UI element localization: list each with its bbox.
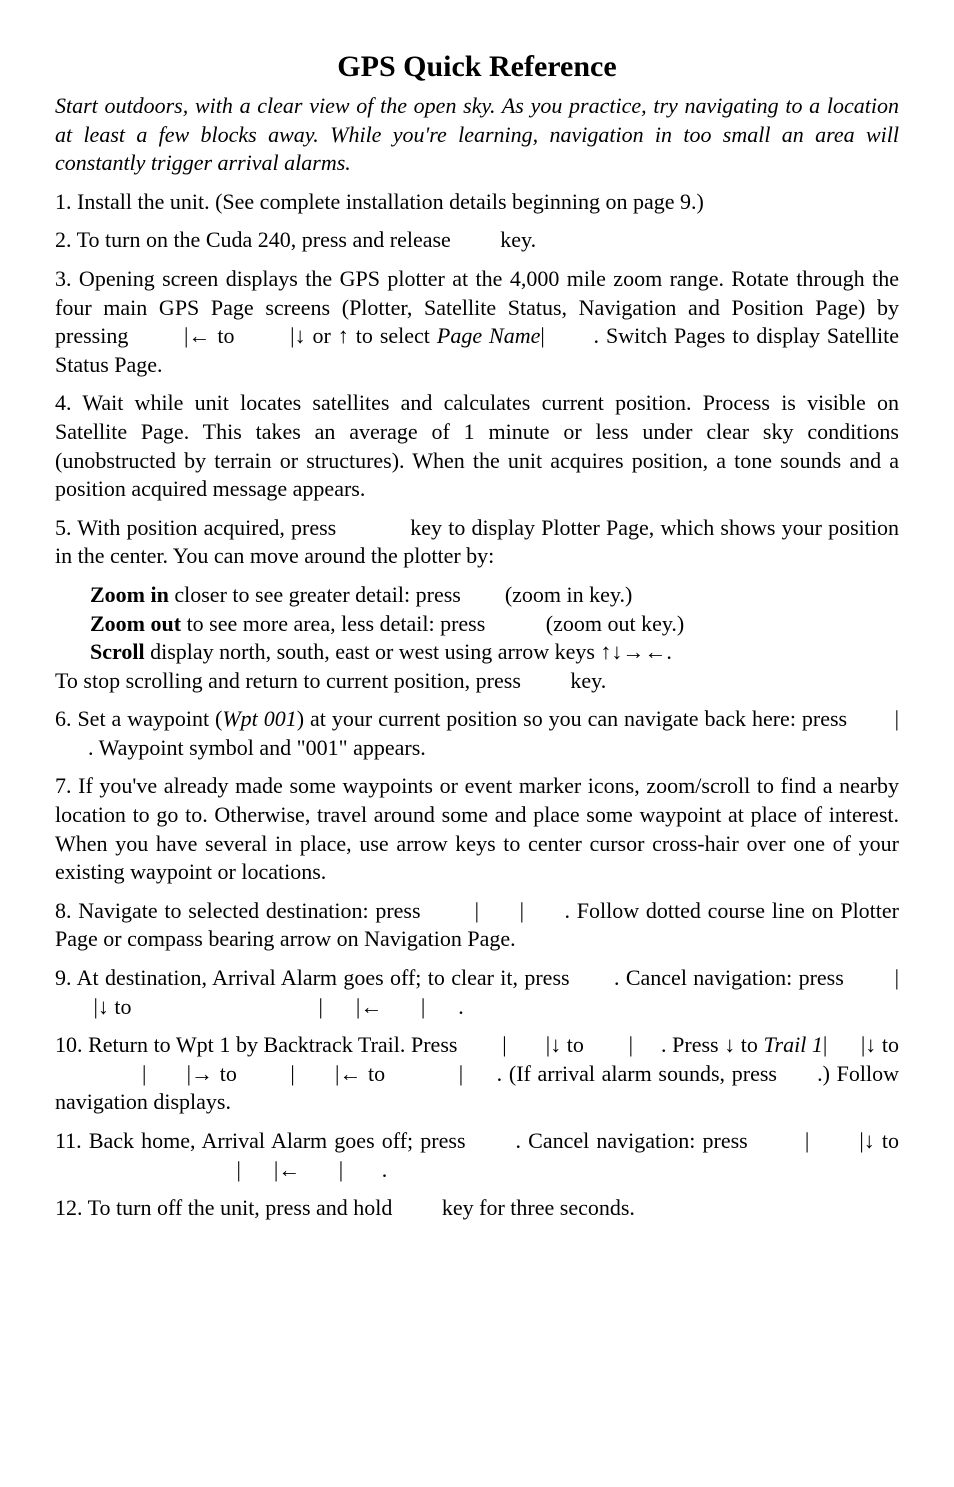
step-11: 11. Back home, Arrival Alarm goes off; p… (55, 1127, 899, 1184)
zoom-in-line: Zoom in closer to see greater detail: pr… (90, 581, 899, 610)
intro-paragraph: Start outdoors, with a clear view of the… (55, 92, 899, 178)
step-7: 7. If you've already made some waypoints… (55, 772, 899, 886)
step-2: 2. To turn on the Cuda 240, press and re… (55, 226, 899, 255)
scroll-line: Scroll display north, south, east or wes… (90, 638, 899, 667)
zoom-out-label: Zoom out (90, 611, 181, 636)
step-6: 6. Set a waypoint (Wpt 001) at your curr… (55, 705, 899, 762)
step-10: 10. Return to Wpt 1 by Backtrack Trail. … (55, 1031, 899, 1117)
step-3-italic: Page Name (437, 323, 541, 348)
step-5: 5. With position acquired, press key to … (55, 514, 899, 571)
zoom-out-text: to see more area, less detail: press (zo… (181, 611, 684, 636)
step-10-italic: Trail 1 (764, 1032, 823, 1057)
step-10-part-a: 10. Return to Wpt 1 by Backtrack Trail. … (55, 1032, 764, 1057)
step-8: 8. Navigate to selected destination: pre… (55, 897, 899, 954)
step-5-end: To stop scrolling and return to current … (55, 667, 899, 696)
step-1: 1. Install the unit. (See complete insta… (55, 188, 899, 217)
step-12: 12. To turn off the unit, press and hold… (55, 1194, 899, 1223)
step-3: 3. Opening screen displays the GPS plott… (55, 265, 899, 379)
zoom-out-line: Zoom out to see more area, less detail: … (90, 610, 899, 639)
zoom-in-label: Zoom in (90, 582, 169, 607)
scroll-label: Scroll (90, 639, 145, 664)
scroll-text: display north, south, east or west using… (145, 639, 672, 664)
step-6-part-a: 6. Set a waypoint ( (55, 706, 222, 731)
step-6-italic: Wpt 001 (222, 706, 296, 731)
step-9: 9. At destination, Arrival Alarm goes of… (55, 964, 899, 1021)
page-title: GPS Quick Reference (55, 50, 899, 84)
step-4: 4. Wait while unit locates satellites an… (55, 389, 899, 503)
zoom-in-text: closer to see greater detail: press (zoo… (169, 582, 632, 607)
